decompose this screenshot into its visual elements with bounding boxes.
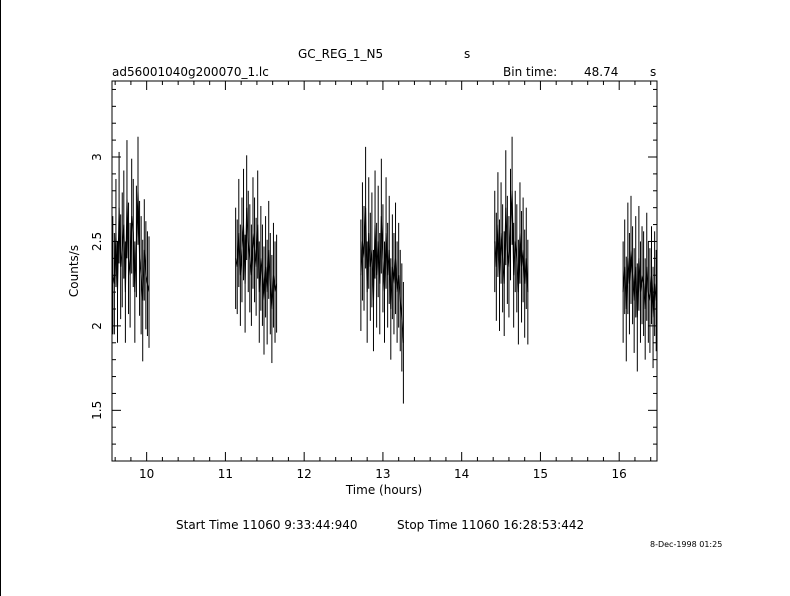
- axis-ticks: [112, 81, 657, 462]
- plot-frame: [111, 80, 658, 462]
- x-axis-label: Time (hours): [345, 483, 422, 497]
- data-segment-4: [494, 136, 529, 345]
- x-tick-label: 10: [139, 467, 154, 481]
- object-name: GC_REG_1_N5: [298, 47, 383, 61]
- x-tick-label: 11: [218, 467, 233, 481]
- data-segment-3: [360, 146, 404, 404]
- data-line: [494, 190, 529, 293]
- bin-time-value: 48.74: [584, 65, 618, 79]
- data-line: [622, 249, 657, 318]
- y-tick-label: 1.5: [90, 401, 104, 420]
- data-series: [112, 136, 657, 404]
- y-tick-label: 3: [90, 153, 104, 161]
- start-time: Start Time 11060 9:33:44:940: [176, 518, 358, 532]
- x-tick-label: 13: [375, 467, 390, 481]
- y-tick-label: 2.5: [90, 232, 104, 251]
- data-segment-2: [235, 155, 278, 364]
- x-tick-label: 12: [297, 467, 312, 481]
- axis-tick-labels: 10 11 12 13 14 15 16 1.5 2 2.5 3: [90, 153, 627, 481]
- data-segment-1: [112, 136, 150, 362]
- y-tick-label: 2: [90, 322, 104, 330]
- date-stamp: 8-Dec-1998 01:25: [650, 540, 722, 549]
- window-left-border: [0, 0, 1, 596]
- object-unit: s: [464, 47, 470, 61]
- x-tick-label: 14: [454, 467, 469, 481]
- y-axis-label: Counts/s: [67, 245, 81, 297]
- bin-time-label: Bin time:: [503, 65, 557, 79]
- bin-time-unit: s: [650, 65, 656, 79]
- file-name: ad56001040g200070_1.lc: [112, 65, 269, 79]
- stop-time: Stop Time 11060 16:28:53:442: [397, 518, 584, 532]
- data-line: [112, 190, 150, 301]
- data-line: [235, 207, 278, 310]
- data-segment-5: [622, 195, 657, 372]
- x-tick-label: 15: [533, 467, 548, 481]
- data-line: [360, 207, 404, 343]
- x-tick-label: 16: [612, 467, 627, 481]
